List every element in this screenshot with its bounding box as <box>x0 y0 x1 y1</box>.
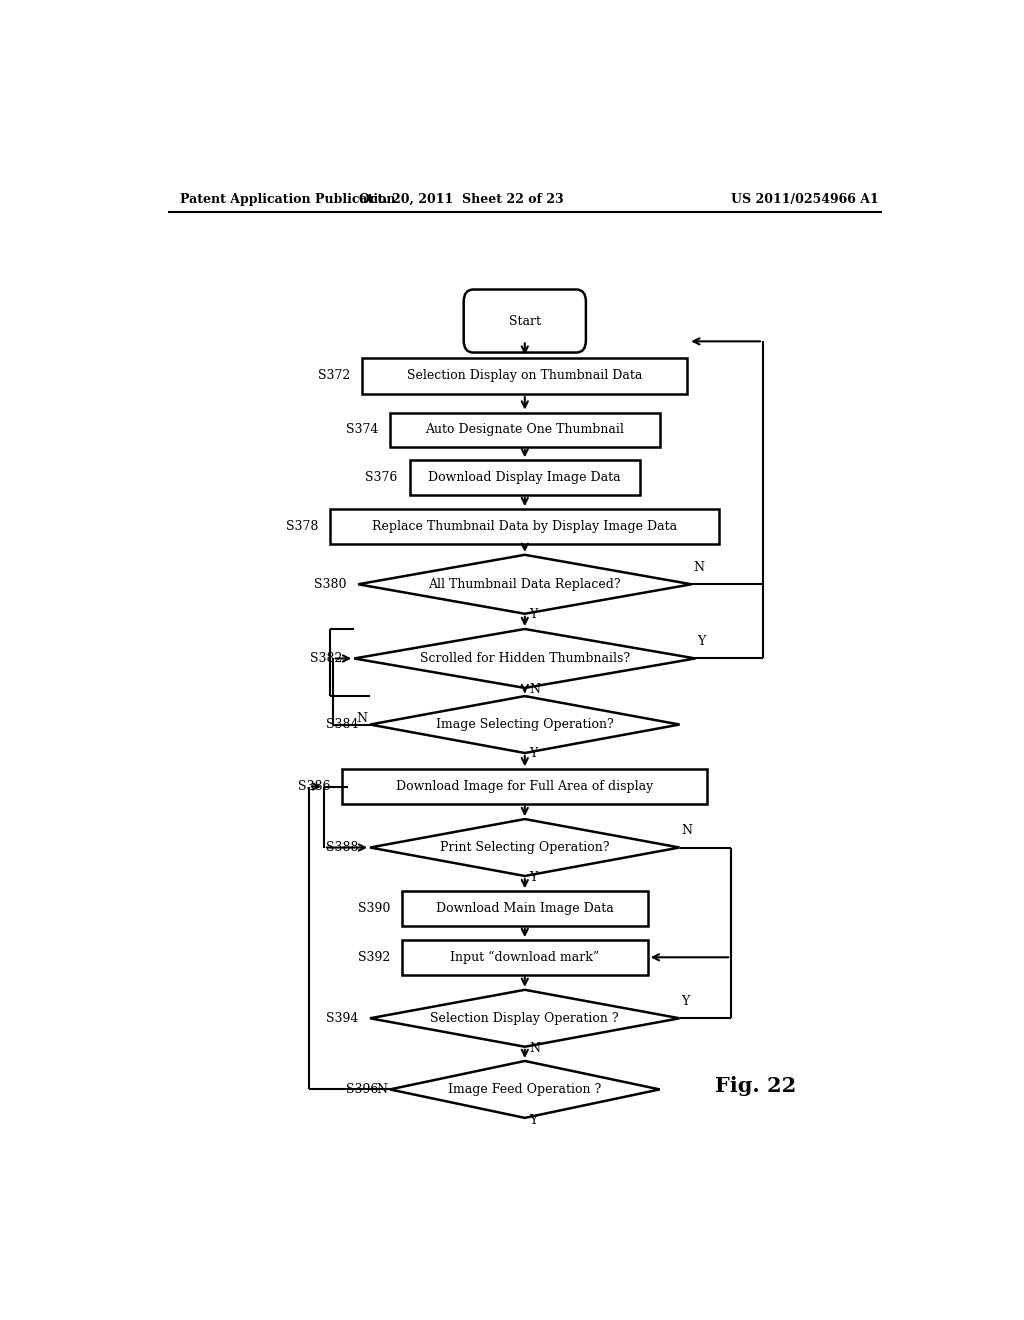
Text: Selection Display Operation ?: Selection Display Operation ? <box>430 1011 620 1024</box>
Polygon shape <box>354 630 695 688</box>
Text: Download Display Image Data: Download Display Image Data <box>428 471 622 484</box>
Text: S372: S372 <box>318 370 350 383</box>
Text: US 2011/0254966 A1: US 2011/0254966 A1 <box>731 193 879 206</box>
Text: S392: S392 <box>357 950 390 964</box>
Text: S376: S376 <box>366 471 397 484</box>
Text: Start: Start <box>509 314 541 327</box>
Text: Y: Y <box>529 1114 538 1127</box>
Text: Fig. 22: Fig. 22 <box>715 1076 797 1097</box>
Text: Y: Y <box>529 747 538 760</box>
Text: N: N <box>529 1041 541 1055</box>
Text: Y: Y <box>697 635 706 648</box>
Text: S384: S384 <box>326 718 358 731</box>
Bar <box>401 891 648 925</box>
Polygon shape <box>370 990 680 1047</box>
Bar <box>362 358 687 395</box>
Bar <box>331 510 719 544</box>
Text: S388: S388 <box>326 841 358 854</box>
Text: Replace Thumbnail Data by Display Image Data: Replace Thumbnail Data by Display Image … <box>373 520 677 533</box>
Text: Y: Y <box>529 607 538 620</box>
Text: Selection Display on Thumbnail Data: Selection Display on Thumbnail Data <box>408 370 642 383</box>
Text: S382: S382 <box>310 652 342 665</box>
Polygon shape <box>370 818 680 876</box>
Text: Image Selecting Operation?: Image Selecting Operation? <box>436 718 613 731</box>
Text: Patent Application Publication: Patent Application Publication <box>179 193 395 206</box>
Text: N: N <box>681 825 692 837</box>
Text: S394: S394 <box>326 1011 358 1024</box>
Polygon shape <box>370 696 680 752</box>
Text: Scrolled for Hidden Thumbnails?: Scrolled for Hidden Thumbnails? <box>420 652 630 665</box>
Text: Download Main Image Data: Download Main Image Data <box>436 902 613 915</box>
Text: N: N <box>356 711 368 725</box>
Bar <box>390 413 659 447</box>
FancyBboxPatch shape <box>464 289 586 352</box>
Bar <box>410 461 640 495</box>
Text: Y: Y <box>529 871 538 884</box>
Text: N: N <box>377 1082 387 1096</box>
Text: Oct. 20, 2011  Sheet 22 of 23: Oct. 20, 2011 Sheet 22 of 23 <box>359 193 563 206</box>
Text: S380: S380 <box>313 578 346 591</box>
Polygon shape <box>358 554 691 614</box>
Text: Print Selecting Operation?: Print Selecting Operation? <box>440 841 609 854</box>
Text: All Thumbnail Data Replaced?: All Thumbnail Data Replaced? <box>428 578 622 591</box>
Text: N: N <box>693 561 705 574</box>
Text: Y: Y <box>681 995 689 1008</box>
Text: Download Image for Full Area of display: Download Image for Full Area of display <box>396 780 653 793</box>
Text: S386: S386 <box>298 780 331 793</box>
Text: Auto Designate One Thumbnail: Auto Designate One Thumbnail <box>425 424 625 437</box>
Text: N: N <box>529 682 541 696</box>
Text: S396: S396 <box>346 1082 378 1096</box>
Text: S378: S378 <box>286 520 318 533</box>
Text: Input “download mark”: Input “download mark” <box>451 950 599 964</box>
Text: S374: S374 <box>346 424 378 437</box>
Polygon shape <box>390 1061 659 1118</box>
Bar <box>342 770 708 804</box>
Text: Image Feed Operation ?: Image Feed Operation ? <box>449 1082 601 1096</box>
Bar <box>401 940 648 974</box>
Text: S390: S390 <box>357 902 390 915</box>
